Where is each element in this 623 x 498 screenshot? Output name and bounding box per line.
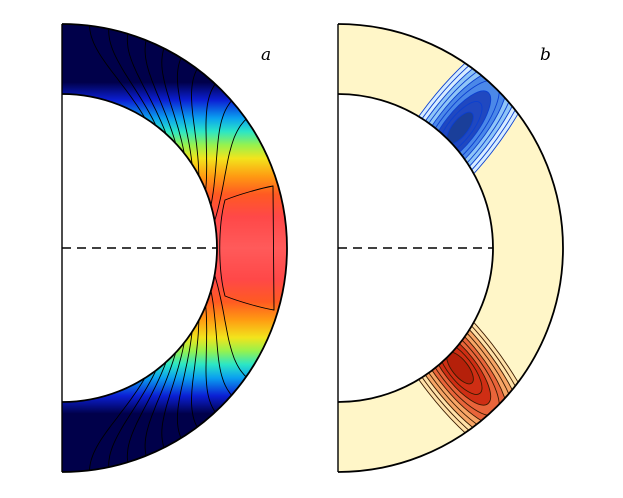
- shell-fill: [338, 24, 563, 472]
- contour-line-upper-8: [210, 100, 233, 206]
- contour-line-lower-9: [214, 274, 247, 378]
- contour-line-lower-3: [144, 353, 176, 457]
- contour-line-lower-0: [88, 379, 145, 472]
- contour-line-upper-1: [108, 27, 156, 125]
- contour-line-upper-6: [191, 68, 200, 176]
- contour-line-upper-2: [126, 32, 167, 133]
- shell-fill: [62, 24, 287, 472]
- contour-line-upper-7: [205, 83, 216, 190]
- panel-label-a: a: [261, 45, 271, 65]
- contour-lines: [88, 24, 275, 472]
- contour-line-lower-5: [176, 332, 193, 439]
- contour-line-upper-3: [144, 39, 176, 143]
- contour-line-upper-9: [214, 118, 247, 222]
- contour-line-upper-0: [88, 24, 145, 117]
- contour-line-upper-4: [161, 47, 185, 153]
- contour-line-lower-1: [108, 371, 156, 469]
- outer-boundary: [61, 23, 288, 473]
- outer-boundary: [337, 23, 564, 473]
- contour-line-upper-5: [176, 57, 193, 164]
- contour-line-lower-4: [161, 343, 185, 449]
- contour-line-lower-2: [126, 363, 167, 464]
- panel-a: a: [61, 23, 288, 473]
- contour-line-lower-8: [210, 290, 233, 396]
- contour-line-lower-6: [191, 320, 200, 428]
- contour-line-lower-7: [205, 306, 216, 413]
- panel-b: b: [337, 23, 564, 473]
- contour-line-max: [219, 185, 275, 311]
- panel-label-b: b: [540, 45, 551, 65]
